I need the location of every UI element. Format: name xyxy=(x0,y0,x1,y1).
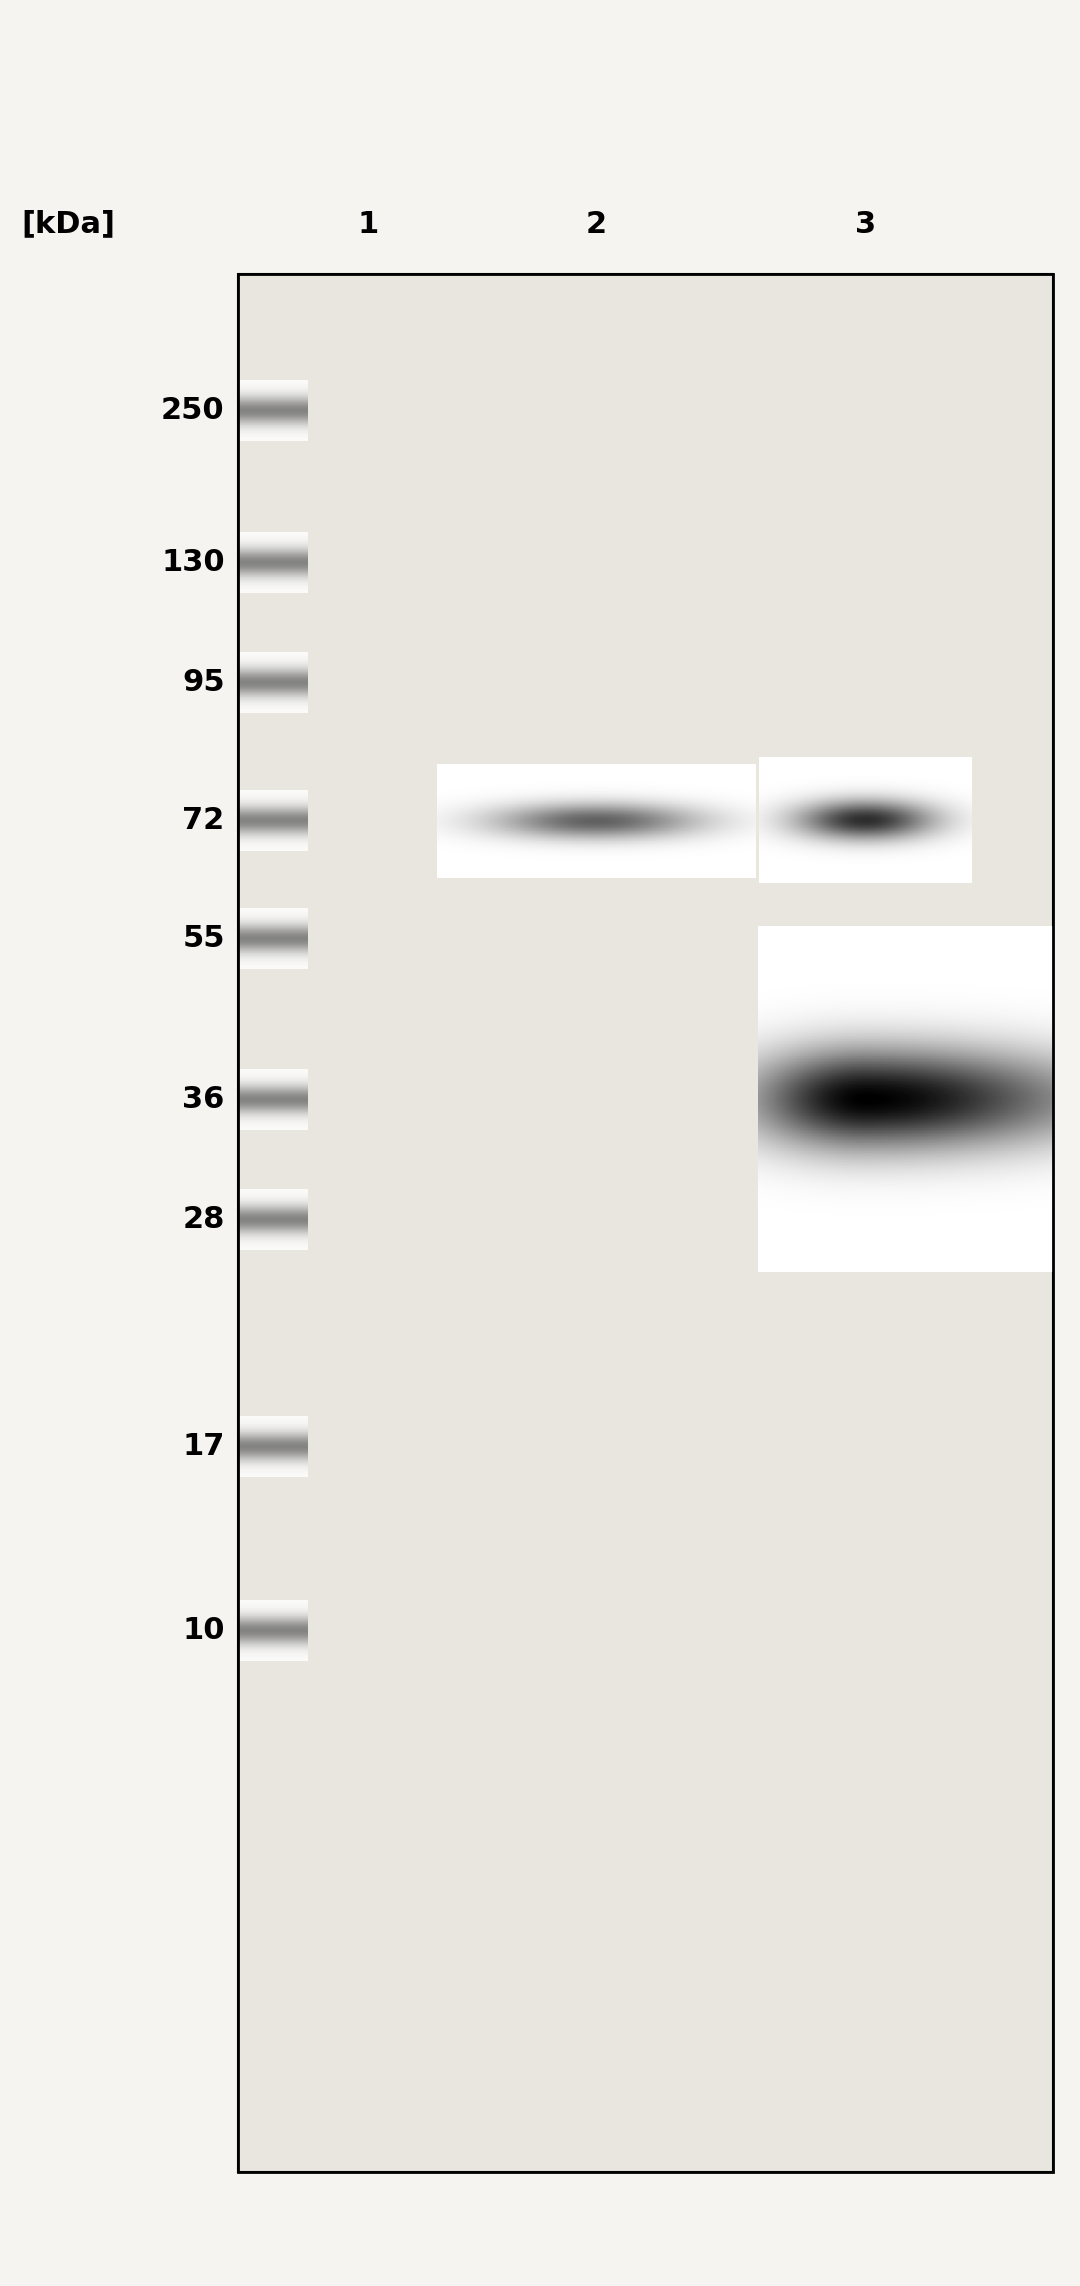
Text: 130: 130 xyxy=(161,549,225,578)
Text: 2: 2 xyxy=(585,210,607,238)
Text: 95: 95 xyxy=(183,668,225,697)
Text: 3: 3 xyxy=(855,210,876,238)
Text: [kDa]: [kDa] xyxy=(22,210,116,238)
Text: 1: 1 xyxy=(357,210,379,238)
FancyBboxPatch shape xyxy=(238,274,1053,2172)
Text: 72: 72 xyxy=(183,807,225,834)
Text: 250: 250 xyxy=(161,395,225,425)
Text: 36: 36 xyxy=(183,1086,225,1113)
Text: 28: 28 xyxy=(183,1205,225,1234)
Text: 55: 55 xyxy=(183,924,225,953)
Text: 17: 17 xyxy=(183,1433,225,1461)
Text: 10: 10 xyxy=(183,1616,225,1646)
